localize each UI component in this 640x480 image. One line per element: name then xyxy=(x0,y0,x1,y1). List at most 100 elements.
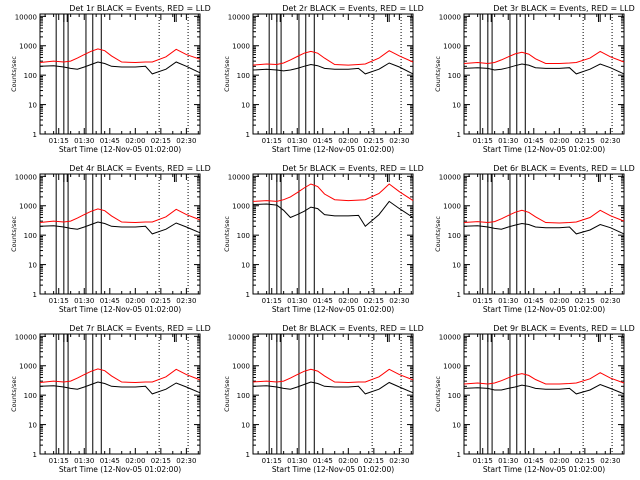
y-tick-label: 10 xyxy=(452,422,461,430)
x-tick-label: 01:45 xyxy=(524,137,544,145)
events-series-line xyxy=(463,383,625,395)
x-tick-label: 02:30 xyxy=(389,457,409,465)
panel-det-4: 1 10 100 1000 10000 01:15 01:30 01:45 02:00 02:15… xyxy=(10,164,211,314)
x-tick-label: 02:30 xyxy=(176,137,196,145)
x-tick-label: 02:15 xyxy=(151,137,171,145)
y-tick-label: 10 xyxy=(452,102,461,110)
y-tick-label: 1000 xyxy=(443,43,461,51)
y-axis-label: Counts/sec xyxy=(10,376,18,412)
y-tick-label: 10000 xyxy=(15,333,37,341)
x-tick-label: 02:00 xyxy=(338,297,358,305)
x-tick-label: 01:15 xyxy=(49,297,69,305)
panel-title: Det 7r BLACK = Events, RED = LLD xyxy=(69,324,211,333)
x-tick-label: 01:15 xyxy=(262,457,282,465)
plot-frame xyxy=(463,333,625,455)
panel-det-5: 1 10 100 1000 10000 01:15 01:30 01:45 02:00 02:15… xyxy=(223,164,424,314)
x-tick-label: 02:15 xyxy=(364,297,384,305)
y-tick-label: 1 xyxy=(246,291,250,299)
plot-frame xyxy=(252,13,414,135)
y-tick-label: 100 xyxy=(24,72,37,80)
y-tick-label: 10 xyxy=(28,102,37,110)
x-tick-label: 02:15 xyxy=(364,457,384,465)
y-tick-label: 100 xyxy=(24,392,37,400)
x-tick-label: 01:30 xyxy=(287,457,307,465)
events-series-line xyxy=(39,61,201,75)
lld-series-line xyxy=(39,368,201,384)
y-axis-label: Counts/sec xyxy=(10,216,18,252)
x-tick-label: 02:00 xyxy=(125,457,145,465)
x-tick-label: 01:30 xyxy=(498,137,518,145)
y-tick-label: 10000 xyxy=(228,333,250,341)
x-tick-label: 01:30 xyxy=(74,457,94,465)
y-tick-label: 10000 xyxy=(15,173,37,181)
y-tick-label: 1000 xyxy=(443,363,461,371)
x-tick-label: 01:45 xyxy=(313,297,333,305)
x-tick-label: 02:30 xyxy=(389,297,409,305)
x-tick-label: 02:00 xyxy=(125,137,145,145)
events-series-line xyxy=(252,381,414,395)
panel-det-3: 1 10 100 1000 10000 01:15 01:30 01:45 02:00 02:15… xyxy=(434,4,635,154)
y-tick-label: 10 xyxy=(241,422,250,430)
x-tick-label: 02:00 xyxy=(338,137,358,145)
y-tick-label: 100 xyxy=(24,232,37,240)
x-tick-label: 02:15 xyxy=(575,137,595,145)
x-tick-label: 02:30 xyxy=(389,137,409,145)
y-tick-label: 1 xyxy=(246,131,250,139)
y-tick-label: 1 xyxy=(457,131,461,139)
x-tick-label: 01:15 xyxy=(473,137,493,145)
x-tick-label: 01:15 xyxy=(473,297,493,305)
x-axis-label: Start Time (12-Nov-05 01:02:00) xyxy=(272,145,394,154)
y-tick-label: 10000 xyxy=(439,173,461,181)
x-tick-label: 01:45 xyxy=(524,457,544,465)
plot-frame xyxy=(463,173,625,295)
y-tick-label: 100 xyxy=(237,72,250,80)
panel-det-7: 1 10 100 1000 10000 01:15 01:30 01:45 02:00 02:15… xyxy=(10,324,211,474)
x-tick-label: 01:30 xyxy=(287,137,307,145)
y-tick-label: 1000 xyxy=(232,363,250,371)
x-tick-label: 02:30 xyxy=(176,297,196,305)
plot-frame xyxy=(39,333,201,455)
x-tick-label: 01:15 xyxy=(262,297,282,305)
lld-series-line xyxy=(252,368,414,384)
lld-series-line xyxy=(252,50,414,66)
y-tick-label: 1000 xyxy=(232,43,250,51)
x-axis-label: Start Time (12-Nov-05 01:02:00) xyxy=(59,465,181,474)
y-tick-label: 1000 xyxy=(19,363,37,371)
y-axis-label: Counts/sec xyxy=(10,56,18,92)
x-tick-label: 02:30 xyxy=(600,457,620,465)
x-tick-label: 01:45 xyxy=(524,297,544,305)
x-tick-label: 01:30 xyxy=(498,457,518,465)
x-tick-label: 02:15 xyxy=(151,457,171,465)
lld-series-line xyxy=(463,50,625,65)
x-axis-label: Start Time (12-Nov-05 01:02:00) xyxy=(272,305,394,314)
y-tick-label: 10000 xyxy=(228,13,250,21)
panel-title: Det 1r BLACK = Events, RED = LLD xyxy=(69,4,211,13)
x-tick-label: 01:15 xyxy=(473,457,493,465)
x-tick-label: 02:00 xyxy=(549,457,569,465)
x-tick-label: 01:30 xyxy=(74,137,94,145)
x-axis-label: Start Time (12-Nov-05 01:02:00) xyxy=(59,305,181,314)
y-axis-label: Counts/sec xyxy=(434,56,442,92)
y-tick-label: 1000 xyxy=(19,43,37,51)
panel-title: Det 5r BLACK = Events, RED = LLD xyxy=(282,164,424,173)
events-series-line xyxy=(39,381,201,395)
events-series-line xyxy=(463,63,625,75)
events-series-line xyxy=(463,222,625,235)
x-tick-label: 01:45 xyxy=(100,457,120,465)
panel-title: Det 2r BLACK = Events, RED = LLD xyxy=(282,4,424,13)
y-tick-label: 1 xyxy=(33,131,37,139)
y-tick-label: 100 xyxy=(448,392,461,400)
lld-series-line xyxy=(39,208,201,224)
x-axis-label: Start Time (12-Nov-05 01:02:00) xyxy=(272,465,394,474)
x-tick-label: 01:45 xyxy=(100,297,120,305)
panel-det-8: 1 10 100 1000 10000 01:15 01:30 01:45 02:00 02:15… xyxy=(223,324,424,474)
x-tick-label: 02:15 xyxy=(575,297,595,305)
plot-frame xyxy=(252,173,414,295)
y-tick-label: 100 xyxy=(237,392,250,400)
y-axis-label: Counts/sec xyxy=(434,216,442,252)
x-axis-label: Start Time (12-Nov-05 01:02:00) xyxy=(483,465,605,474)
y-tick-label: 10000 xyxy=(439,333,461,341)
plot-frame xyxy=(463,13,625,135)
y-tick-label: 10 xyxy=(241,102,250,110)
